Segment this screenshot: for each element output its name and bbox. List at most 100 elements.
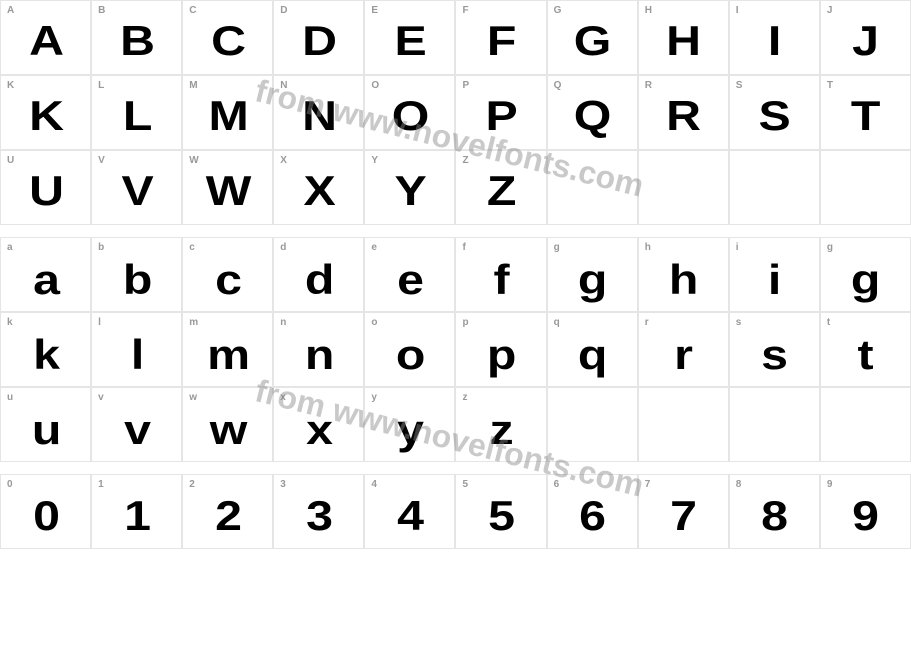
glyph-cell: AA xyxy=(0,0,91,75)
glyph-label: y xyxy=(371,392,377,403)
glyph-char: G xyxy=(574,20,610,62)
glyph-label: v xyxy=(98,392,104,403)
glyph-cell: XX xyxy=(273,150,364,225)
glyph-cell: QQ xyxy=(547,75,638,150)
glyph-cell: aa xyxy=(0,237,91,312)
glyph-row: AABBCCDDEEFFGGHHIIJJ xyxy=(0,0,911,75)
glyph-char: n xyxy=(305,334,333,376)
glyph-char: A xyxy=(29,20,63,62)
section-gap xyxy=(0,462,911,474)
glyph-char: 3 xyxy=(306,495,332,537)
glyph-cell: nn xyxy=(273,312,364,387)
glyph-cell: pp xyxy=(455,312,546,387)
glyph-cell: 99 xyxy=(820,474,911,549)
glyph-char: c xyxy=(215,259,241,301)
glyph-label: w xyxy=(189,392,197,403)
glyph-char: O xyxy=(392,95,428,137)
glyph-char: X xyxy=(303,170,334,212)
glyph-char: B xyxy=(120,20,154,62)
glyph-cell: 77 xyxy=(638,474,729,549)
glyph-cell-empty xyxy=(820,387,911,462)
glyph-char: 2 xyxy=(215,495,241,537)
glyph-char: L xyxy=(122,95,150,137)
glyph-cell: ee xyxy=(364,237,455,312)
glyph-cell: ii xyxy=(729,237,820,312)
glyph-label: o xyxy=(371,317,377,328)
character-map: AABBCCDDEEFFGGHHIIJJKKLLMMNNOOPPQQRRSSTT… xyxy=(0,0,911,549)
glyph-label: r xyxy=(645,317,649,328)
glyph-row: uuvvwwxxyyzz xyxy=(0,387,911,462)
glyph-cell-empty xyxy=(820,150,911,225)
glyph-cell: DD xyxy=(273,0,364,75)
glyph-label: 6 xyxy=(554,479,560,490)
glyph-cell: vv xyxy=(91,387,182,462)
glyph-label: 9 xyxy=(827,479,833,490)
glyph-cell: OO xyxy=(364,75,455,150)
glyph-label: B xyxy=(98,5,105,16)
glyph-cell-empty xyxy=(729,387,820,462)
glyph-cell: zz xyxy=(455,387,546,462)
glyph-char: f xyxy=(494,259,509,301)
glyph-cell: ll xyxy=(91,312,182,387)
glyph-cell: cc xyxy=(182,237,273,312)
glyph-cell: ff xyxy=(455,237,546,312)
glyph-char: H xyxy=(666,20,700,62)
glyph-cell: 66 xyxy=(547,474,638,549)
glyph-label: P xyxy=(462,80,469,91)
glyph-cell: rr xyxy=(638,312,729,387)
glyph-char: Y xyxy=(394,170,425,212)
glyph-row: aabbccddeeffgghhiigg xyxy=(0,237,911,312)
glyph-char: 0 xyxy=(33,495,59,537)
glyph-char: U xyxy=(29,170,63,212)
glyph-cell-empty xyxy=(547,387,638,462)
glyph-cell: VV xyxy=(91,150,182,225)
glyph-label: T xyxy=(827,80,833,91)
glyph-char: 1 xyxy=(124,495,150,537)
glyph-char: t xyxy=(858,334,873,376)
glyph-char: k xyxy=(33,334,59,376)
glyph-label: f xyxy=(462,242,465,253)
glyph-char: K xyxy=(29,95,63,137)
glyph-cell-empty xyxy=(547,150,638,225)
glyph-char: W xyxy=(206,170,250,212)
glyph-cell: hh xyxy=(638,237,729,312)
glyph-label: b xyxy=(98,242,104,253)
glyph-cell: gg xyxy=(820,237,911,312)
glyph-label: c xyxy=(189,242,195,253)
glyph-cell: bb xyxy=(91,237,182,312)
glyph-label: G xyxy=(554,5,562,16)
glyph-label: u xyxy=(7,392,13,403)
glyph-label: a xyxy=(7,242,13,253)
glyph-label: Z xyxy=(462,155,468,166)
glyph-cell: LL xyxy=(91,75,182,150)
glyph-char: P xyxy=(485,95,516,137)
glyph-char: d xyxy=(305,259,333,301)
glyph-char: g xyxy=(578,259,606,301)
glyph-char: D xyxy=(302,20,336,62)
glyph-label: q xyxy=(554,317,560,328)
glyph-cell-empty xyxy=(638,150,729,225)
glyph-char: V xyxy=(121,170,152,212)
glyph-char: N xyxy=(302,95,336,137)
glyph-label: d xyxy=(280,242,286,253)
glyph-row: KKLLMMNNOOPPQQRRSSTT xyxy=(0,75,911,150)
glyph-char: F xyxy=(487,20,515,62)
glyph-label: n xyxy=(280,317,286,328)
glyph-cell: 55 xyxy=(455,474,546,549)
glyph-label: g xyxy=(554,242,560,253)
glyph-char: y xyxy=(397,409,423,451)
glyph-label: D xyxy=(280,5,287,16)
glyph-label: V xyxy=(98,155,105,166)
glyph-label: X xyxy=(280,155,287,166)
glyph-cell: RR xyxy=(638,75,729,150)
glyph-label: e xyxy=(371,242,377,253)
glyph-cell: EE xyxy=(364,0,455,75)
glyph-label: k xyxy=(7,317,13,328)
glyph-cell: uu xyxy=(0,387,91,462)
glyph-cell-empty xyxy=(729,150,820,225)
glyph-cell: 22 xyxy=(182,474,273,549)
glyph-label: S xyxy=(736,80,743,91)
glyph-label: 5 xyxy=(462,479,468,490)
glyph-char: x xyxy=(306,409,332,451)
glyph-cell: 00 xyxy=(0,474,91,549)
